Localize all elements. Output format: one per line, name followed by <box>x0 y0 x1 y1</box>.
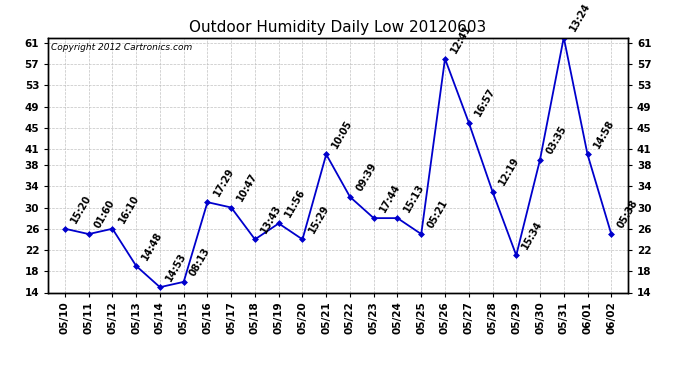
Text: 16:57: 16:57 <box>473 87 497 118</box>
Text: 17:44: 17:44 <box>378 182 402 214</box>
Text: 03:35: 03:35 <box>544 124 569 156</box>
Text: 15:29: 15:29 <box>306 203 331 235</box>
Text: 11:56: 11:56 <box>283 188 307 219</box>
Text: 15:13: 15:13 <box>402 182 426 214</box>
Text: 09:39: 09:39 <box>354 161 378 193</box>
Text: 05:38: 05:38 <box>615 198 640 230</box>
Text: 12:41: 12:41 <box>449 23 473 55</box>
Text: 17:29: 17:29 <box>212 166 236 198</box>
Text: 15:34: 15:34 <box>520 219 544 251</box>
Text: 08:13: 08:13 <box>188 246 212 278</box>
Text: Copyright 2012 Cartronics.com: Copyright 2012 Cartronics.com <box>51 43 193 52</box>
Text: 14:58: 14:58 <box>592 118 616 150</box>
Text: 15:20: 15:20 <box>69 193 93 225</box>
Title: Outdoor Humidity Daily Low 20120603: Outdoor Humidity Daily Low 20120603 <box>190 20 486 35</box>
Text: 13:43: 13:43 <box>259 203 284 235</box>
Text: 10:47: 10:47 <box>235 171 259 203</box>
Text: 14:48: 14:48 <box>140 230 165 262</box>
Text: 14:53: 14:53 <box>164 251 188 283</box>
Text: 01:60: 01:60 <box>93 198 117 230</box>
Text: 13:24: 13:24 <box>568 2 592 33</box>
Text: 12:19: 12:19 <box>497 156 521 188</box>
Text: 10:05: 10:05 <box>331 118 355 150</box>
Text: 05:21: 05:21 <box>426 198 450 230</box>
Text: 16:10: 16:10 <box>117 193 141 225</box>
